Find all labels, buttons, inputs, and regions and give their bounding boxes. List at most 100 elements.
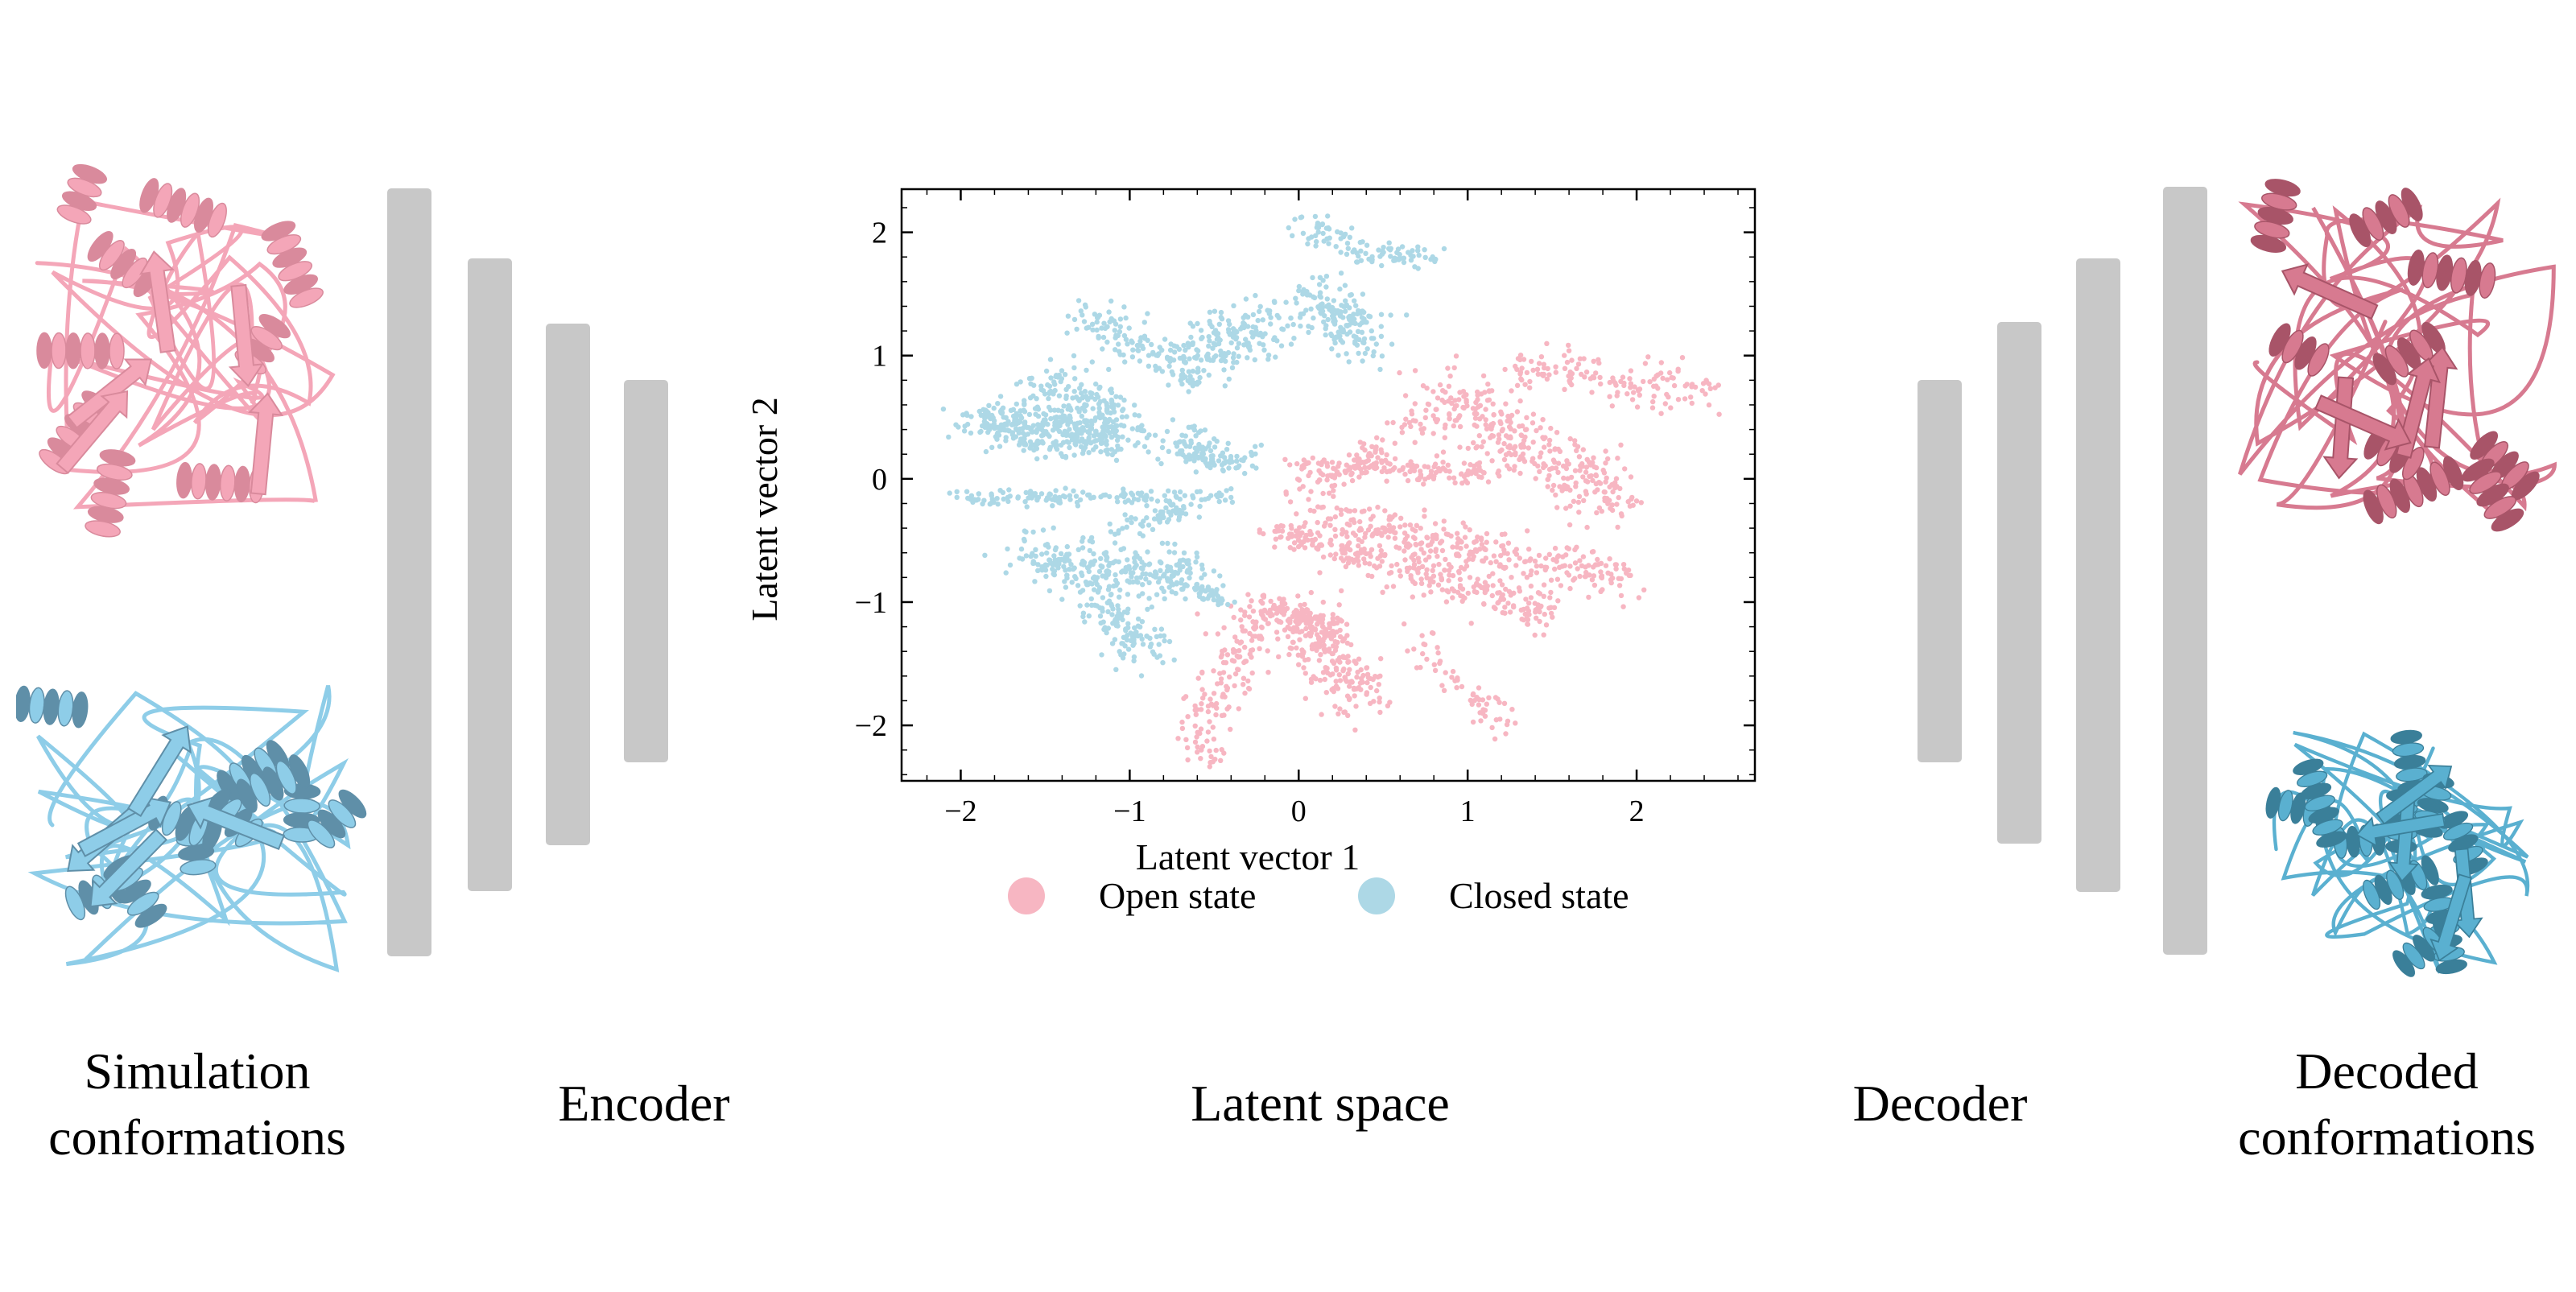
open-state-point bbox=[1480, 439, 1486, 444]
closed-state-point bbox=[1198, 428, 1203, 434]
open-state-point bbox=[1593, 370, 1599, 376]
closed-state-point bbox=[1171, 343, 1177, 349]
closed-state-point bbox=[1149, 496, 1154, 502]
closed-state-point bbox=[1106, 366, 1112, 373]
open-state-point bbox=[1183, 694, 1189, 700]
open-state-point bbox=[1432, 667, 1439, 674]
open-state-point bbox=[1561, 475, 1567, 481]
closed-state-point bbox=[1329, 346, 1335, 352]
closed-state-point bbox=[1107, 521, 1113, 527]
closed-state-point bbox=[1228, 340, 1234, 346]
closed-state-point bbox=[1206, 334, 1212, 340]
closed-state-point bbox=[1060, 440, 1067, 445]
open-state-point bbox=[1344, 555, 1351, 561]
open-state-point bbox=[1364, 671, 1371, 677]
open-state-point bbox=[1217, 671, 1223, 676]
closed-state-point bbox=[1306, 329, 1311, 336]
closed-state-point bbox=[1009, 422, 1015, 427]
open-state-point bbox=[1405, 462, 1411, 468]
closed-state-point bbox=[1003, 570, 1009, 576]
open-state-point bbox=[1385, 460, 1390, 466]
closed-state-point bbox=[1091, 551, 1096, 557]
open-state-point bbox=[1277, 596, 1282, 601]
open-state-point bbox=[1497, 448, 1503, 454]
open-state-point bbox=[1261, 607, 1268, 613]
closed-state-point bbox=[1125, 621, 1131, 626]
closed-state-point bbox=[1153, 363, 1158, 369]
closed-state-point bbox=[947, 490, 952, 496]
open-state-point bbox=[1406, 544, 1411, 550]
open-state-point bbox=[1408, 423, 1414, 430]
open-state-point bbox=[1577, 558, 1583, 563]
open-state-point bbox=[1455, 536, 1461, 542]
open-state-point bbox=[1314, 614, 1319, 620]
open-state-point bbox=[1373, 449, 1378, 455]
closed-state-point bbox=[1096, 568, 1103, 575]
closed-state-point bbox=[1325, 213, 1331, 219]
closed-state-point bbox=[1020, 426, 1026, 431]
y-tick-label: 1 bbox=[872, 340, 887, 374]
open-state-point bbox=[1498, 409, 1504, 415]
closed-state-point bbox=[1222, 460, 1228, 466]
open-state-point bbox=[1242, 658, 1248, 664]
open-state-point bbox=[1612, 380, 1618, 386]
open-state-point bbox=[1615, 524, 1620, 530]
open-state-point bbox=[1572, 442, 1578, 448]
open-state-point bbox=[1532, 601, 1538, 606]
open-state-point bbox=[1279, 528, 1286, 534]
closed-state-point bbox=[1195, 365, 1201, 371]
open-state-point bbox=[1478, 718, 1484, 724]
open-state-point bbox=[1605, 570, 1611, 576]
open-state-point bbox=[1317, 533, 1323, 539]
closed-state-point bbox=[995, 401, 1001, 407]
open-state-point bbox=[1514, 409, 1521, 415]
closed-state-point bbox=[1181, 355, 1187, 361]
open-state-point bbox=[1489, 458, 1495, 464]
closed-state-point bbox=[1115, 447, 1121, 452]
closed-state-point bbox=[1197, 374, 1203, 381]
open-state-point bbox=[1468, 462, 1473, 468]
open-state-point bbox=[1367, 451, 1373, 456]
open-state-point bbox=[1265, 621, 1271, 626]
closed-state-point bbox=[1056, 499, 1062, 506]
open-state-point bbox=[1390, 467, 1396, 473]
closed-state-point bbox=[1261, 347, 1267, 353]
closed-state-point bbox=[1005, 498, 1011, 505]
open-state-point bbox=[1198, 707, 1204, 712]
closed-state-point bbox=[1111, 583, 1117, 589]
closed-state-point bbox=[1160, 438, 1166, 444]
open-state-point bbox=[1286, 651, 1292, 658]
open-state-point bbox=[1600, 467, 1606, 473]
y-tick-label: 0 bbox=[872, 463, 887, 497]
open-state-point bbox=[1525, 528, 1530, 534]
closed-state-point bbox=[1136, 593, 1141, 599]
closed-state-point bbox=[1356, 350, 1361, 357]
open-state-point bbox=[1555, 460, 1562, 466]
closed-state-point bbox=[1116, 341, 1121, 347]
open-state-point bbox=[1418, 664, 1423, 671]
open-state-point bbox=[1194, 707, 1199, 712]
open-state-point bbox=[1361, 556, 1367, 562]
open-state-point bbox=[1259, 611, 1265, 617]
closed-state-point bbox=[1401, 259, 1407, 266]
closed-state-point bbox=[1376, 247, 1381, 253]
closed-state-point bbox=[1093, 444, 1099, 450]
open-state-point bbox=[1675, 397, 1682, 402]
open-state-point bbox=[1437, 382, 1443, 388]
closed-state-point bbox=[1158, 626, 1165, 632]
closed-state-point bbox=[1157, 345, 1162, 350]
closed-state-point bbox=[1043, 368, 1050, 374]
open-state-point bbox=[1242, 609, 1248, 615]
open-state-point bbox=[1554, 576, 1561, 582]
open-state-point bbox=[1546, 372, 1552, 378]
open-state-point bbox=[1577, 573, 1583, 580]
closed-state-point bbox=[1081, 319, 1088, 324]
open-state-point bbox=[1330, 612, 1335, 617]
closed-state-point bbox=[1210, 345, 1216, 351]
open-state-point bbox=[1547, 448, 1553, 454]
closed-state-point bbox=[1078, 308, 1084, 314]
open-state-point bbox=[1515, 356, 1521, 361]
open-state-point bbox=[1528, 556, 1534, 562]
open-state-point bbox=[1308, 489, 1314, 494]
closed-state-point bbox=[1100, 619, 1106, 625]
